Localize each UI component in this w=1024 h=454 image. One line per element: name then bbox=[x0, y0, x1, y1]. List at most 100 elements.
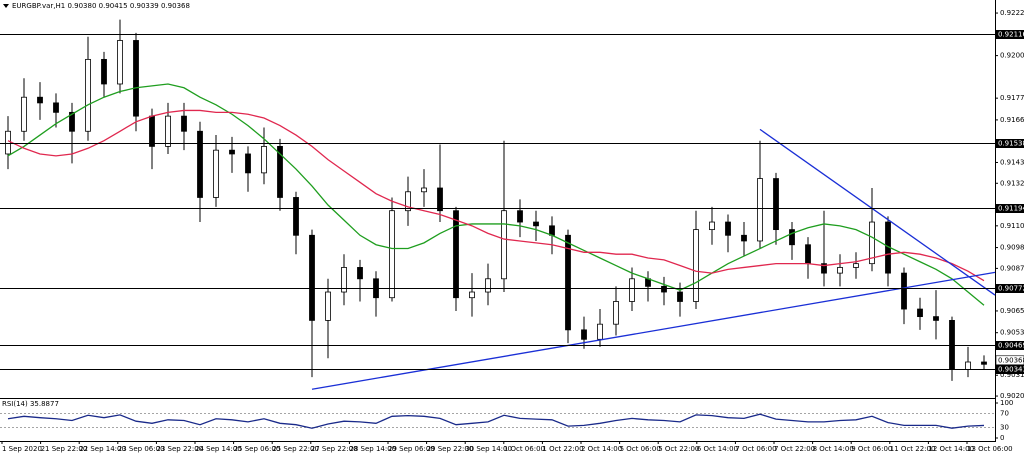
level-label-box bbox=[996, 284, 1024, 293]
rsi-line bbox=[7, 413, 985, 429]
x-tick-label: 23 Sep 22:00 bbox=[156, 445, 203, 453]
x-tick-label: 23 Sep 06:00 bbox=[118, 445, 165, 453]
x-tick-label: 5 Oct 06:00 bbox=[620, 445, 661, 453]
candle-body bbox=[293, 197, 299, 236]
rsi-tick-label: 0 bbox=[1000, 434, 1004, 442]
candle-body bbox=[117, 40, 123, 85]
candle-body bbox=[5, 130, 11, 155]
x-tick-label: 29 Sep 22:00 bbox=[427, 445, 474, 453]
candle-body bbox=[213, 149, 219, 198]
candle-body bbox=[533, 221, 539, 227]
rsi-tick-label: 100 bbox=[1000, 399, 1013, 407]
candle-body bbox=[789, 229, 795, 246]
level-label: 0.91194 bbox=[998, 205, 1024, 213]
candle-body bbox=[357, 267, 363, 280]
candle-body bbox=[677, 291, 683, 302]
y-tick-label: 0.90875 bbox=[1000, 264, 1024, 272]
x-tick-label: 25 Sep 06:00 bbox=[234, 445, 281, 453]
candle-body bbox=[949, 319, 955, 370]
candle-body bbox=[261, 145, 267, 174]
candle-body bbox=[613, 301, 619, 325]
collapse-icon[interactable] bbox=[3, 4, 9, 8]
moving-average bbox=[7, 109, 985, 282]
candle-body bbox=[181, 115, 187, 132]
level-label: 0.92116 bbox=[998, 31, 1024, 39]
candle-body bbox=[773, 178, 779, 231]
candle-body bbox=[565, 234, 571, 331]
candle-body bbox=[421, 187, 427, 193]
x-tick-label: 1 Sep 2020 bbox=[2, 445, 42, 453]
x-tick-label: 22 Sep 14:00 bbox=[79, 445, 126, 453]
candle-body bbox=[805, 244, 811, 265]
candle-body bbox=[69, 111, 75, 132]
candle-body bbox=[901, 272, 907, 310]
candle-body bbox=[821, 263, 827, 274]
x-tick-label: 1 Oct 22:00 bbox=[542, 445, 583, 453]
x-tick-label: 1 Oct 06:00 bbox=[504, 445, 545, 453]
y-tick-label: 0.91325 bbox=[1000, 179, 1024, 187]
candle-body bbox=[661, 285, 667, 293]
x-tick-label: 5 Oct 22:00 bbox=[658, 445, 699, 453]
candle-body bbox=[133, 40, 139, 117]
candle-body bbox=[21, 96, 27, 132]
level-label: 0.91538 bbox=[998, 140, 1024, 148]
x-tick-label: 25 Sep 22:00 bbox=[272, 445, 319, 453]
y-tick-label: 0.90535 bbox=[1000, 329, 1024, 337]
candle-body bbox=[389, 210, 395, 299]
rsi-tick-label: 30 bbox=[1000, 424, 1009, 432]
candle-body bbox=[741, 234, 747, 242]
candle-body bbox=[485, 278, 491, 293]
trend-line bbox=[759, 128, 996, 296]
x-tick-label: 29 Sep 06:00 bbox=[388, 445, 435, 453]
candle-body bbox=[341, 267, 347, 293]
x-tick-label: 7 Oct 06:00 bbox=[735, 445, 776, 453]
level-label-box bbox=[996, 30, 1024, 39]
x-tick-label: 30 Sep 14:00 bbox=[465, 445, 512, 453]
candle-body bbox=[757, 178, 763, 242]
candle-body bbox=[837, 267, 843, 274]
candle-body bbox=[197, 130, 203, 198]
candle-body bbox=[981, 361, 987, 365]
x-tick-label: 7 Oct 22:00 bbox=[774, 445, 815, 453]
candle-body bbox=[693, 229, 699, 302]
x-tick-label: 21 Sep 22:00 bbox=[41, 445, 88, 453]
x-tick-label: 9 Oct 06:00 bbox=[851, 445, 892, 453]
candle-body bbox=[709, 221, 715, 231]
candle-body bbox=[229, 149, 235, 155]
candle-body bbox=[53, 102, 59, 113]
candle-body bbox=[405, 191, 411, 212]
level-label: 0.90772 bbox=[998, 285, 1024, 293]
y-tick-label: 0.91435 bbox=[1000, 158, 1024, 166]
candle-body bbox=[501, 210, 507, 280]
x-tick-label: 13 Oct 06:00 bbox=[967, 445, 1013, 453]
candle-body bbox=[853, 263, 859, 268]
candle-body bbox=[309, 234, 315, 321]
y-tick-label: 0.90985 bbox=[1000, 244, 1024, 252]
candle-body bbox=[277, 145, 283, 198]
candle-body bbox=[165, 115, 171, 147]
candle-body bbox=[149, 115, 155, 147]
x-tick-label: 27 Sep 22:00 bbox=[311, 445, 358, 453]
candle-body bbox=[597, 323, 603, 340]
level-label-box bbox=[996, 341, 1024, 350]
candle-body bbox=[869, 221, 875, 265]
last-price-box bbox=[995, 355, 1024, 366]
level-label: 0.90469 bbox=[998, 342, 1024, 350]
rsi-tick-label: 70 bbox=[1000, 410, 1009, 418]
candle-body bbox=[549, 225, 555, 236]
candle-body bbox=[437, 187, 443, 212]
rsi-label: RSI(14) 35.8877 bbox=[2, 400, 59, 408]
x-tick-label: 24 Sep 14:00 bbox=[195, 445, 242, 453]
last-price-label: 0.90368 bbox=[998, 356, 1024, 364]
x-tick-label: 11 Oct 22:00 bbox=[890, 445, 936, 453]
candle-body bbox=[469, 291, 475, 299]
level-label-box bbox=[996, 204, 1024, 213]
y-tick-label: 0.91775 bbox=[1000, 94, 1024, 102]
